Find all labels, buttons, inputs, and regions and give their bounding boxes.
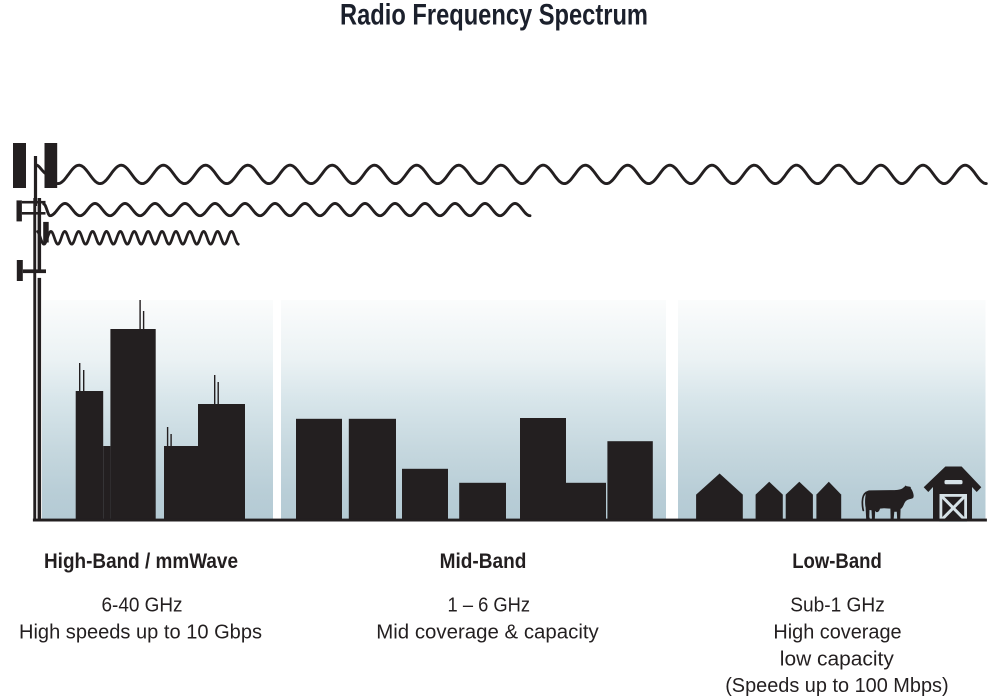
svg-text:Sub-1 GHz: Sub-1 GHz [790,595,885,617]
svg-text:High coverage: High coverage [773,622,901,644]
svg-text:High speeds up to 10 Gbps: High speeds up to 10 Gbps [19,622,262,644]
svg-text:Mid coverage & capacity: Mid coverage & capacity [376,622,599,644]
svg-text:High-Band / mmWave: High-Band / mmWave [44,549,238,573]
svg-text:(Speeds up to 100 Mbps): (Speeds up to 100 Mbps) [725,675,948,697]
svg-text:low capacity: low capacity [780,649,894,671]
svg-text:Mid-Band: Mid-Band [440,549,527,573]
svg-text:Low-Band: Low-Band [792,549,882,573]
svg-text:1 – 6 GHz: 1 – 6 GHz [448,595,531,617]
svg-text:6-40 GHz: 6-40 GHz [102,595,183,617]
svg-text:Radio Frequency Spectrum: Radio Frequency Spectrum [340,0,648,32]
